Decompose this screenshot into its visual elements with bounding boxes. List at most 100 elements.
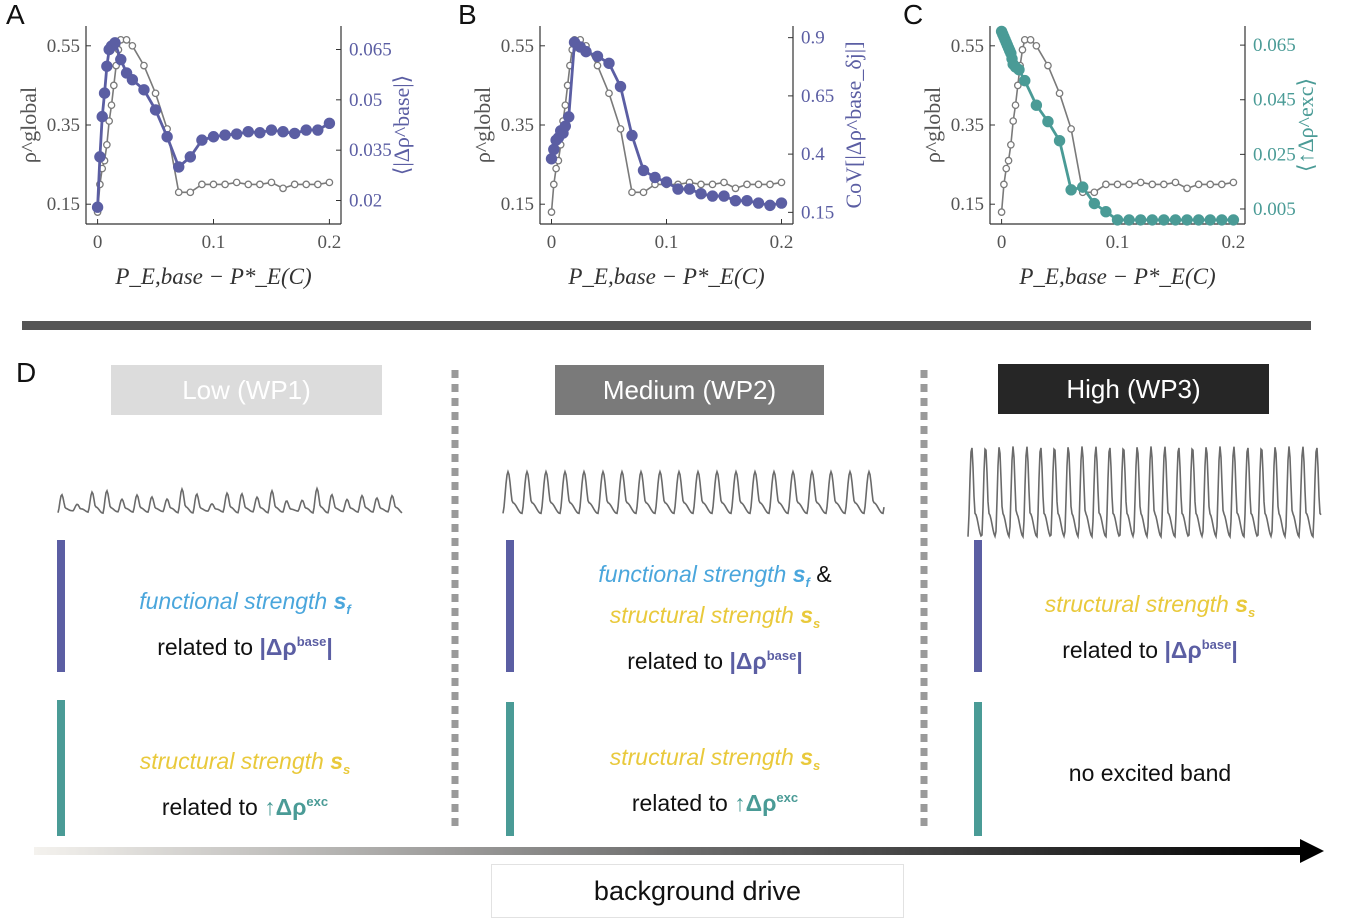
data-point-rho-global	[1194, 180, 1203, 189]
data-point-right	[1169, 214, 1182, 226]
wave-trace-high	[967, 446, 1322, 540]
y-tick-label-left: 0.15	[951, 194, 984, 215]
data-point-right	[1088, 197, 1101, 210]
data-point-right	[323, 117, 336, 130]
panel-letter-d: D	[16, 357, 36, 388]
data-point-right	[1134, 214, 1147, 226]
data-point-right	[637, 164, 650, 177]
data-point-rho-global	[128, 41, 137, 50]
data-point-right	[775, 197, 788, 209]
data-point-right	[548, 143, 560, 156]
ss-symbol: ss	[1235, 591, 1256, 620]
y-axis-label-left: ρ^global	[470, 87, 495, 163]
data-point-right	[1019, 74, 1031, 87]
data-point-rho-global	[1113, 180, 1122, 189]
delta-base-term: |Δρbase|	[729, 648, 803, 674]
medium-functional-text: functional strength sf & structural stre…	[530, 558, 900, 677]
y-tick-label-left: 0.35	[951, 115, 984, 136]
data-point-right	[138, 84, 150, 96]
data-point-rho-global	[103, 140, 111, 149]
series-line-right	[1000, 30, 1234, 222]
data-point-right	[173, 161, 185, 173]
data-point-right	[1100, 206, 1112, 218]
data-point-right	[184, 151, 197, 163]
y-tick-label-right: 0.035	[349, 140, 392, 161]
data-point-rho-global	[1217, 180, 1226, 189]
structural-strength-term: structural strength	[1044, 591, 1229, 617]
data-point-rho-global	[267, 178, 276, 187]
ss-symbol: ss	[800, 602, 821, 631]
regime-label-low: Low (WP1)	[111, 365, 382, 415]
related-to-text: related to	[157, 634, 254, 660]
data-point-right	[1123, 214, 1135, 226]
low-functional-text: functional strength sf related to |Δρbas…	[80, 585, 410, 663]
data-point-rho-global	[1007, 140, 1015, 149]
high-structural-text: structural strength ss related to |Δρbas…	[990, 588, 1310, 666]
y-axis-label-right: CoV[|Δρ^base_δj|]	[841, 41, 866, 208]
data-point-right	[1030, 99, 1043, 111]
y-tick-label-right: 0.025	[1253, 144, 1296, 165]
y-tick-label-left: 0.35	[501, 115, 534, 136]
background-drive-label: background drive	[491, 864, 904, 918]
delta-base-term: |Δρbase|	[259, 634, 333, 660]
data-point-right	[109, 37, 121, 49]
data-point-right	[683, 183, 696, 195]
data-point-right	[1013, 63, 1025, 76]
panel-letter-a: A	[6, 0, 25, 30]
x-tick-label: 0.1	[655, 232, 679, 253]
data-point-right	[1192, 214, 1205, 226]
purple-bar-low	[57, 540, 65, 672]
data-point-right	[649, 171, 661, 184]
x-tick-label: 0	[997, 232, 1007, 253]
data-point-rho-global	[140, 61, 148, 70]
wave-trace-low	[57, 486, 403, 515]
y-axis-label-left: ρ^global	[16, 87, 41, 163]
data-point-rho-global	[1013, 81, 1022, 90]
data-point-rho-global	[290, 180, 299, 189]
data-point-rho-global	[209, 180, 218, 189]
data-point-right	[614, 80, 627, 93]
data-point-rho-global	[232, 178, 241, 187]
data-point-rho-global	[547, 208, 556, 216]
data-point-rho-global	[616, 125, 625, 133]
drive-arrow-shaft	[34, 847, 1306, 855]
data-point-rho-global	[302, 180, 311, 189]
data-point-rho-global	[1171, 178, 1180, 187]
x-axis-label: P_E,base − P*_E(C)	[1018, 264, 1215, 289]
data-point-right	[1146, 214, 1158, 226]
wave-trace-medium	[502, 469, 885, 515]
data-point-rho-global	[1090, 188, 1099, 197]
data-point-rho-global	[1032, 41, 1041, 50]
chart-a: 0 0.1 0.2 0.15 0.35 0.55 0.02 0.035 0.05 0.065 P_E…	[16, 26, 414, 289]
data-point-rho-global	[198, 180, 206, 189]
purple-bar-medium	[506, 540, 514, 672]
sf-symbol: sf	[333, 588, 351, 617]
data-point-rho-global	[122, 36, 131, 44]
data-point-right	[603, 57, 615, 69]
data-point-rho-global	[720, 178, 728, 187]
y-tick-label-right: 0.65	[801, 86, 834, 107]
data-point-rho-global	[109, 81, 118, 90]
data-point-rho-global	[1067, 125, 1075, 133]
data-point-right	[300, 124, 312, 136]
data-point-right	[591, 50, 604, 62]
structural-strength-term: structural strength	[609, 744, 794, 770]
y-tick-label-left: 0.55	[47, 36, 80, 57]
y-tick-label-right: 0.9	[801, 28, 825, 49]
x-tick-label: 0	[93, 232, 103, 253]
y-axis-label-right: ⟨|Δρ^base|⟩	[389, 75, 414, 176]
data-point-rho-global	[325, 178, 334, 187]
related-to-text: related to	[1062, 637, 1159, 663]
y-tick-label-right: 0.4	[801, 144, 825, 165]
regime-label-medium: Medium (WP2)	[555, 365, 824, 415]
data-point-right	[545, 153, 558, 165]
data-point-right	[126, 73, 139, 86]
related-to-text: related to	[627, 648, 724, 674]
data-point-right	[94, 151, 106, 163]
y-axis-label-left: ρ^global	[920, 87, 945, 163]
data-point-rho-global	[256, 180, 264, 189]
medium-structural-text: structural strength ss related to ↑Δρexc	[530, 741, 900, 819]
y-tick-label-right: 0.005	[1253, 199, 1296, 220]
panel-letter-c: C	[903, 0, 923, 30]
